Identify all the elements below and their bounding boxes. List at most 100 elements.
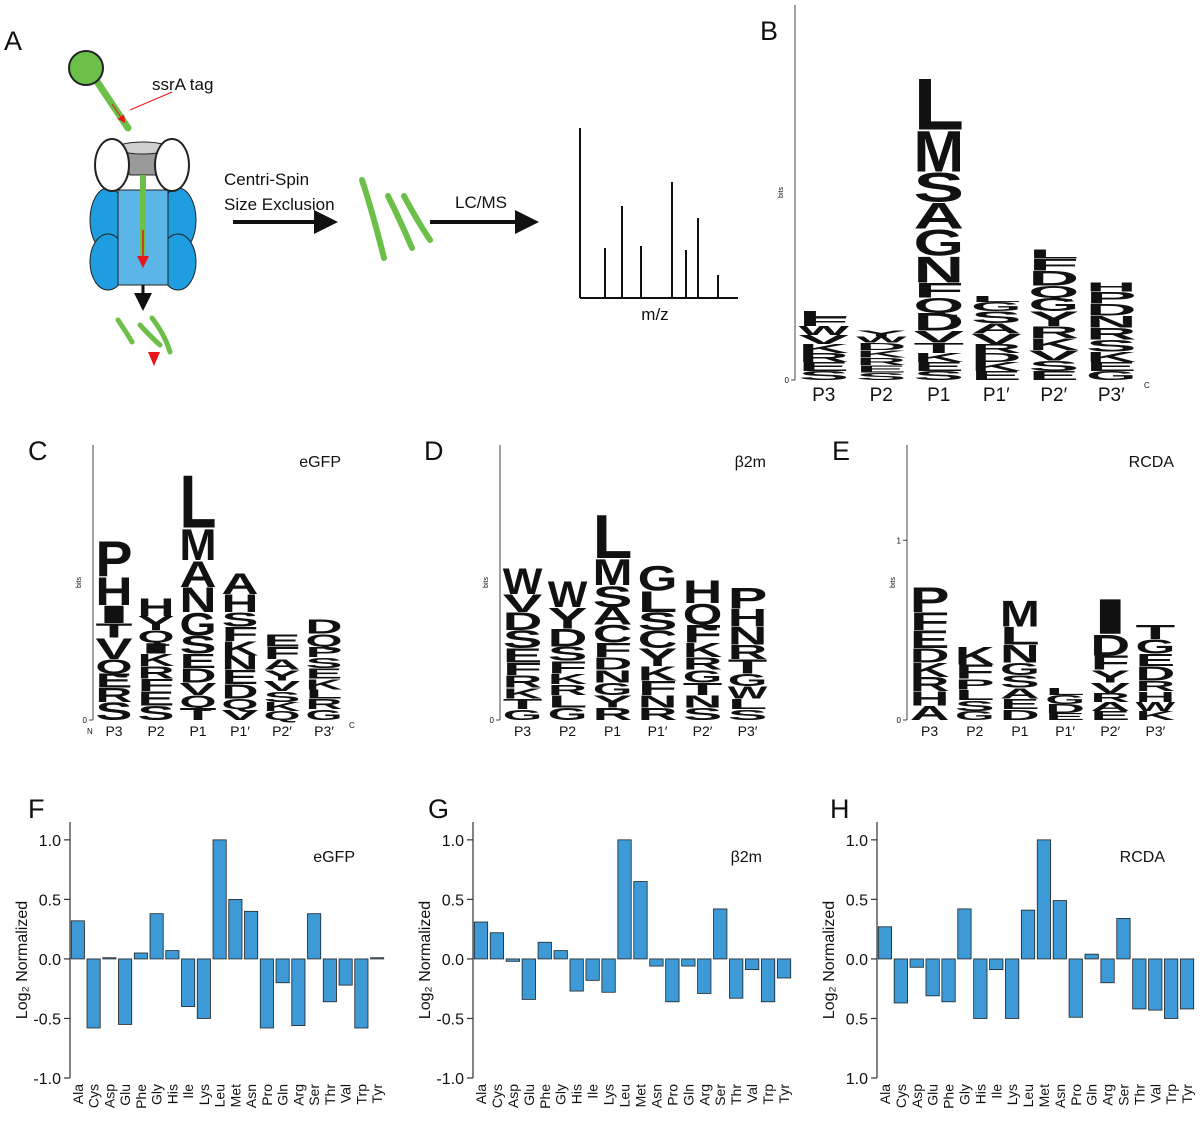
y-tick-label: 1: [897, 536, 902, 545]
bar: [307, 913, 322, 960]
step-label: Centri-Spin: [224, 170, 309, 189]
x-tick-label: Thr: [728, 1084, 744, 1105]
x-tick-label: Ala: [473, 1084, 489, 1104]
logo-letter: K: [503, 685, 543, 702]
logo-letter: H: [96, 569, 133, 614]
logo-letter: K: [264, 700, 301, 714]
logo-letter: E: [1136, 650, 1176, 669]
x-tick-label: Thr: [1131, 1084, 1147, 1105]
terminus-label: C: [1144, 381, 1150, 390]
logo-letter: D: [910, 645, 950, 667]
logo-letter: G: [593, 679, 633, 698]
y-axis-label: bits: [76, 577, 83, 588]
logo-letter: K: [1086, 349, 1137, 365]
bar: [133, 952, 148, 960]
bar: [473, 921, 489, 960]
x-tick-label: Ile: [180, 1084, 196, 1099]
logo-letter: N: [638, 692, 678, 711]
bar: [697, 958, 712, 994]
x-tick-label: Glu: [925, 1084, 941, 1106]
logo-letter: L: [728, 696, 768, 713]
logo-letter: G: [1045, 693, 1085, 707]
x-tick-label: Gly: [553, 1084, 569, 1105]
bar: [941, 958, 956, 1003]
bar: [585, 958, 600, 981]
logo-letter: R: [306, 696, 343, 713]
logo-letter: S: [971, 308, 1022, 327]
x-tick-label: Tyr: [369, 1084, 385, 1104]
logo-letter: T: [913, 340, 964, 356]
logo-letter: E: [1028, 369, 1079, 383]
bar: [338, 958, 353, 986]
tag-pointer: [129, 91, 173, 111]
logo-letter: P: [910, 580, 950, 619]
bar: [957, 908, 972, 960]
annotation: RCDA: [1129, 454, 1175, 471]
y-axis-label: Log₂ Normalized: [14, 901, 31, 1019]
logo-letter: G: [638, 559, 678, 598]
logo-letter: L: [1000, 622, 1040, 650]
logo-letter: T: [180, 704, 217, 723]
logo-letter: T: [683, 679, 723, 698]
bar: [1068, 958, 1083, 1018]
x-tick-label: His: [569, 1084, 585, 1104]
x-tick-label: Pro: [1068, 1084, 1084, 1106]
logo-letter: D: [971, 351, 1022, 365]
x-tick-label: Val: [338, 1084, 354, 1103]
logo-letter: K: [910, 659, 950, 681]
x-tick-label: Leu: [212, 1084, 228, 1107]
x-tick-label: P3′: [1098, 385, 1125, 406]
logo-letter: G: [1000, 659, 1040, 678]
logo-letter: I: [1090, 588, 1130, 644]
bar: [925, 958, 940, 997]
logo-letter: K: [306, 676, 343, 693]
logo-letter: E: [1090, 709, 1130, 723]
bar: [569, 958, 584, 992]
logo-letter: P: [1086, 289, 1137, 308]
y-tick-label: 0.0: [846, 952, 868, 969]
step-label: LC/MS: [455, 193, 507, 212]
logo-letter: L: [180, 460, 217, 544]
logo-letter: D: [1028, 267, 1079, 290]
bar: [729, 958, 744, 999]
logo-letter: F: [1090, 652, 1130, 674]
x-tick-label: Glu: [117, 1084, 133, 1106]
x-tick-label: Pro: [259, 1084, 275, 1106]
bar: [322, 958, 337, 1003]
bar: [1036, 839, 1052, 960]
logo-letter: K: [1136, 709, 1176, 723]
logo-letter: W: [798, 324, 849, 338]
logo-letter: G: [913, 222, 964, 264]
y-tick-label: 0.5: [846, 1011, 868, 1028]
x-tick-label: Met: [227, 1084, 243, 1107]
logo-letter: S: [1000, 672, 1040, 691]
x-tick-label: Tyr: [1179, 1084, 1195, 1104]
logo-letter: G: [180, 606, 217, 642]
logo-letter: H: [728, 604, 768, 632]
logo-letter: E: [910, 626, 950, 654]
x-tick-label: Gly: [956, 1084, 972, 1105]
logo-letter: I: [96, 601, 133, 629]
logo-letter: D: [1086, 301, 1137, 320]
bar: [212, 839, 227, 960]
x-tick-label: P3: [514, 723, 531, 739]
logo-letter: R: [1028, 323, 1079, 342]
logo-letter: Y: [638, 644, 678, 672]
logo-letter: E: [180, 650, 217, 672]
bar: [601, 958, 616, 993]
logo-letter: T: [503, 696, 543, 713]
bar: [1132, 958, 1147, 1010]
logo-letter: G: [955, 709, 995, 723]
logo-letter: H: [683, 574, 723, 610]
logo-letter: W: [548, 573, 588, 615]
logo-letter: A: [264, 656, 301, 673]
bar: [149, 913, 164, 960]
logo-letter: S: [1086, 337, 1137, 356]
x-tick-label: Asn: [243, 1084, 259, 1108]
x-tick-label: P1: [927, 385, 950, 406]
x-tick-label: Leu: [617, 1084, 633, 1107]
bar: [1020, 909, 1036, 960]
logo-letter: S: [138, 702, 175, 724]
logo-letter: G: [306, 707, 343, 724]
